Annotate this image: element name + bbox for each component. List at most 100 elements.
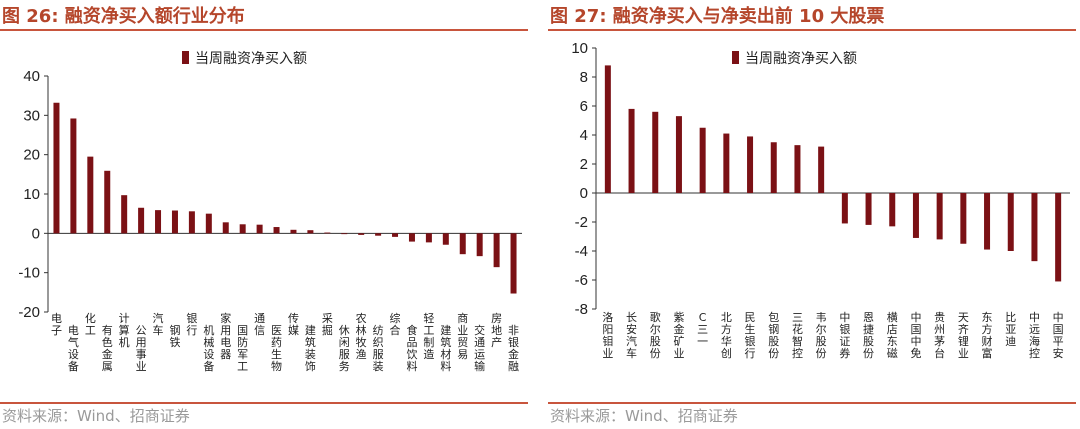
bar — [747, 136, 754, 193]
legend-label: 当周融资净买入额 — [745, 51, 857, 67]
x-tick-label: 电气设备 — [68, 324, 79, 373]
x-tick-label: 长安汽车 — [626, 311, 637, 360]
y-tick-label: 2 — [580, 156, 588, 173]
bar — [307, 230, 314, 234]
x-tick-label: C 三一 — [697, 311, 708, 348]
bar — [273, 227, 280, 234]
bar — [1007, 193, 1014, 251]
chart-title: 图 26: 融资净买入额行业分布 — [2, 6, 245, 27]
x-tick-label: 横店东磁 — [887, 310, 898, 360]
bar — [865, 193, 872, 225]
y-tick-label: 6 — [580, 98, 588, 115]
x-tick-label: 综合 — [390, 311, 401, 337]
legend-label: 当周融资净买入额 — [195, 51, 307, 67]
x-tick-label: 天齐锂业 — [958, 311, 969, 360]
bar — [770, 142, 777, 193]
bar — [121, 195, 128, 234]
bar — [604, 65, 611, 193]
bar — [239, 224, 246, 234]
y-tick-label: 20 — [23, 147, 40, 164]
bar — [188, 211, 195, 234]
bar — [138, 207, 145, 234]
bar — [324, 232, 331, 234]
bar — [723, 133, 730, 193]
bar — [155, 210, 162, 234]
x-tick-label: 有色金属 — [102, 323, 113, 373]
top-stocks-bar-chart: 当周融资净买入额 10 8 6 4 2 0 -2 -4 -6 -8 洛阳钼业 长安汽车 歌尔股份 紫金矿业… — [571, 40, 1070, 360]
x-tick-label: 家用电器 — [220, 311, 231, 361]
bar — [341, 233, 348, 235]
x-tick-label: 汽车 — [153, 311, 164, 337]
x-tick-label: 韦尔股份 — [816, 311, 827, 360]
x-tick-label: 歌尔股份 — [650, 310, 661, 360]
x-tick-label: 房地产 — [491, 312, 502, 349]
y-tick-label: 30 — [23, 107, 40, 124]
bar — [104, 170, 111, 234]
plot-area: 10 8 6 4 2 0 -2 -4 -6 -8 洛阳钼业 长安汽车 歌尔股份 紫金矿业 C 三一 北方华创 民生… — [571, 40, 1070, 360]
x-tick-label: 比亚迪 — [1005, 311, 1016, 348]
bar — [936, 193, 943, 240]
y-tick-label: 10 — [571, 40, 588, 57]
source-rule — [548, 402, 1076, 404]
x-tick-label: 电子 — [51, 312, 62, 337]
x-tick-label: 洛阳钼业 — [602, 310, 613, 360]
y-tick-label: -10 — [18, 265, 40, 282]
x-tick-label: 纺织服装 — [373, 323, 384, 373]
bar — [87, 156, 94, 234]
bar — [628, 108, 635, 193]
bar — [256, 224, 263, 234]
chart-legend: 当周融资净买入额 — [732, 51, 857, 67]
bar — [442, 233, 449, 245]
title-rule — [548, 29, 1076, 31]
x-tick-label: 医药生物 — [271, 324, 282, 373]
right-chart-panel: 图 27: 融资净买入与净卖出前 10 大股票 当周融资净买入额 10 8 6 4 2 0… — [548, 0, 1080, 429]
y-tick-label: -20 — [18, 304, 40, 321]
x-tick-label: 三花智控 — [792, 311, 803, 360]
y-tick-label: -4 — [575, 243, 588, 260]
x-tick-label: 休闲服务 — [339, 324, 350, 373]
x-tick-label: 钢铁 — [169, 324, 180, 349]
x-tick-label: 北方华创 — [721, 311, 732, 360]
bar — [652, 111, 659, 193]
bar — [675, 116, 682, 193]
bar — [912, 193, 919, 238]
bar — [1055, 193, 1062, 282]
bar — [794, 145, 801, 193]
x-tick-label: 中远海控 — [1029, 311, 1040, 360]
y-tick-label: 10 — [23, 186, 40, 203]
x-tick-label: 食品饮料 — [406, 323, 417, 373]
y-tick-label: 8 — [580, 69, 588, 86]
bar — [408, 233, 415, 242]
x-tick-label: 银行 — [186, 311, 197, 337]
x-tick-label: 中国中免 — [910, 311, 921, 360]
chart-title: 图 27: 融资净买入与净卖出前 10 大股票 — [550, 6, 885, 27]
x-tick-label: 贵州茅台 — [934, 311, 945, 360]
x-tick-label: 包钢股份 — [768, 311, 779, 360]
x-tick-label: 恩捷股份 — [863, 311, 874, 360]
x-tick-label: 建筑材料 — [440, 323, 451, 373]
x-tick-label: 建筑装饰 — [305, 323, 316, 373]
y-tick-label: -8 — [575, 301, 588, 318]
x-tick-label: 农林牧渔 — [356, 311, 367, 361]
source-note: 资料来源：Wind、招商证券 — [2, 407, 190, 425]
y-tick-label: -6 — [575, 272, 588, 289]
bar — [375, 233, 382, 236]
bar — [984, 193, 991, 250]
bar — [205, 213, 212, 234]
x-tick-label: 传媒 — [288, 312, 299, 337]
bar — [392, 233, 399, 237]
x-tick-label: 计算机 — [119, 312, 130, 349]
bar — [425, 233, 432, 243]
bar — [358, 233, 365, 235]
bar — [459, 233, 466, 255]
bar — [960, 193, 967, 244]
bar — [476, 233, 483, 257]
x-tick-label: 商业贸易 — [457, 311, 468, 361]
bar — [70, 118, 77, 234]
bar — [171, 210, 178, 234]
x-tick-label: 民生银行 — [745, 311, 756, 360]
x-tick-label: 非银金融 — [508, 324, 519, 373]
legend-swatch — [182, 51, 189, 64]
x-tick-label: 采掘 — [322, 312, 333, 337]
